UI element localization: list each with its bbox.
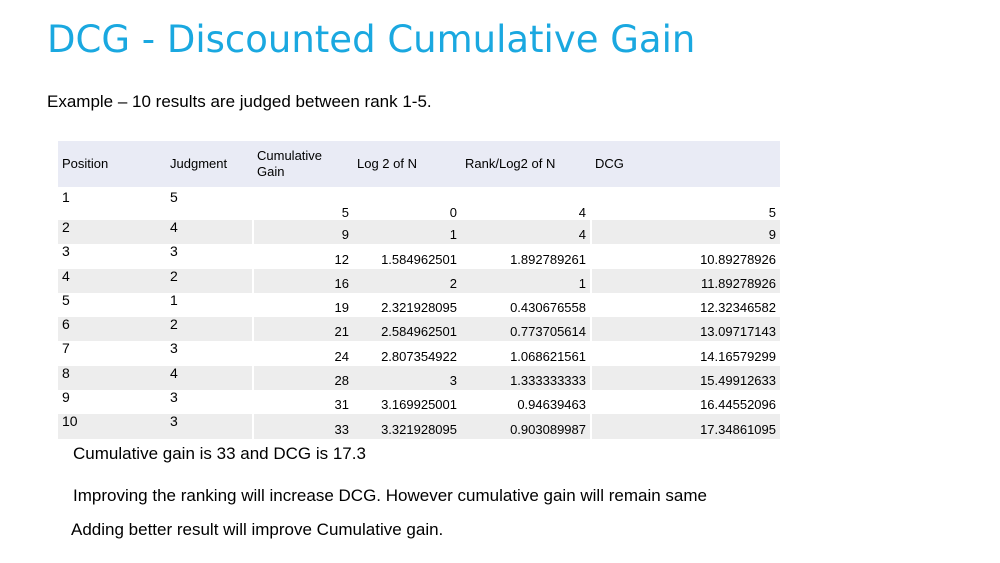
cell-log2: 0: [353, 187, 461, 220]
cell-dcg: 12.32346582: [590, 292, 780, 318]
cell-judgment: 2: [166, 269, 253, 293]
cell-rank-log2: 4: [461, 220, 591, 245]
cell-cumulative-gain: 16: [252, 268, 353, 293]
cell-cumulative-gain: 5: [252, 187, 353, 220]
cell-dcg: 9: [590, 220, 780, 245]
cell-rank-log2: 0.94639463: [461, 390, 591, 415]
header-dcg: DCG: [591, 141, 780, 187]
cell-dcg: 15.49912633: [590, 365, 780, 391]
cell-log2: 1: [353, 220, 461, 245]
cell-judgment: 3: [166, 341, 253, 366]
slide-subtitle: Example – 10 results are judged between …: [47, 92, 432, 111]
cell-position: 5: [58, 293, 166, 318]
note-ranking-effect: Improving the ranking will increase DCG.…: [73, 486, 707, 505]
cell-cumulative-gain: 9: [252, 220, 353, 245]
cell-position: 10: [58, 414, 166, 439]
cell-position: 3: [58, 244, 166, 269]
cell-cumulative-gain: 31: [252, 390, 353, 415]
cell-position: 2: [58, 220, 166, 245]
table-row: 10 3 33 3.321928095 0.903089987 17.34861…: [58, 414, 780, 439]
cell-dcg: 14.16579299: [590, 341, 780, 366]
cell-judgment: 2: [166, 317, 253, 342]
cell-rank-log2: 0.773705614: [461, 317, 591, 342]
cell-judgment: 4: [166, 366, 253, 391]
cell-dcg: 16.44552096: [590, 390, 780, 415]
dcg-table: Position Judgment Cumulative Gain Log 2 …: [58, 141, 780, 439]
cell-log2: 3.169925001: [353, 390, 461, 415]
cell-dcg: 10.89278926: [590, 244, 780, 269]
cell-rank-log2: 1.068621561: [461, 341, 591, 366]
cell-rank-log2: 4: [461, 187, 591, 220]
table-row: 1 5 5 0 4 5: [58, 187, 780, 220]
cell-rank-log2: 1.333333333: [461, 365, 591, 391]
cell-judgment: 4: [166, 220, 253, 245]
cell-judgment: 3: [166, 390, 253, 415]
table-row: 8 4 28 3 1.333333333 15.49912633: [58, 365, 780, 391]
table-row: 9 3 31 3.169925001 0.94639463 16.4455209…: [58, 390, 780, 415]
cell-dcg: 17.34861095: [590, 414, 780, 439]
header-judgment: Judgment: [166, 141, 253, 187]
cell-judgment: 5: [166, 187, 253, 220]
cell-cumulative-gain: 24: [252, 341, 353, 366]
cell-log2: 1.584962501: [353, 244, 461, 269]
cell-log2: 2.584962501: [353, 317, 461, 342]
cell-judgment: 3: [166, 244, 253, 269]
cell-cumulative-gain: 33: [252, 414, 353, 439]
cell-cumulative-gain: 12: [252, 244, 353, 269]
cell-position: 4: [58, 269, 166, 293]
header-log2-of-n: Log 2 of N: [353, 141, 461, 187]
cell-position: 9: [58, 390, 166, 415]
cell-cumulative-gain: 19: [252, 292, 353, 318]
cell-rank-log2: 1: [461, 268, 591, 293]
header-position: Position: [58, 141, 166, 187]
cell-log2: 2: [353, 268, 461, 293]
table-row: 2 4 9 1 4 9: [58, 220, 780, 245]
cell-rank-log2: 0.903089987: [461, 414, 591, 439]
table-header-row: Position Judgment Cumulative Gain Log 2 …: [58, 141, 780, 187]
cell-position: 1: [58, 187, 166, 220]
cell-dcg: 5: [590, 187, 780, 220]
cell-log2: 2.321928095: [353, 292, 461, 318]
slide-title: DCG - Discounted Cumulative Gain: [47, 18, 696, 61]
cell-judgment: 1: [166, 293, 253, 318]
cell-log2: 3.321928095: [353, 414, 461, 439]
note-better-result: Adding better result will improve Cumula…: [71, 520, 444, 539]
header-cumulative-gain: Cumulative Gain: [253, 141, 353, 187]
cell-log2: 3: [353, 365, 461, 391]
cell-dcg: 13.09717143: [590, 317, 780, 342]
cell-cumulative-gain: 28: [252, 365, 353, 391]
cell-judgment: 3: [166, 414, 253, 439]
cell-position: 6: [58, 317, 166, 342]
cell-position: 8: [58, 366, 166, 391]
table-row: 3 3 12 1.584962501 1.892789261 10.892789…: [58, 244, 780, 269]
cell-rank-log2: 0.430676558: [461, 292, 591, 318]
cell-dcg: 11.89278926: [590, 268, 780, 293]
note-cumulative-summary: Cumulative gain is 33 and DCG is 17.3: [73, 444, 366, 463]
cell-cumulative-gain: 21: [252, 317, 353, 342]
table-row: 4 2 16 2 1 11.89278926: [58, 269, 780, 293]
header-rank-log2-of-n: Rank/Log2 of N: [461, 141, 591, 187]
cell-log2: 2.807354922: [353, 341, 461, 366]
cell-rank-log2: 1.892789261: [461, 244, 591, 269]
cell-position: 7: [58, 341, 166, 366]
table-row: 6 2 21 2.584962501 0.773705614 13.097171…: [58, 317, 780, 342]
table-row: 5 1 19 2.321928095 0.430676558 12.323465…: [58, 292, 780, 318]
table-row: 7 3 24 2.807354922 1.068621561 14.165792…: [58, 341, 780, 366]
